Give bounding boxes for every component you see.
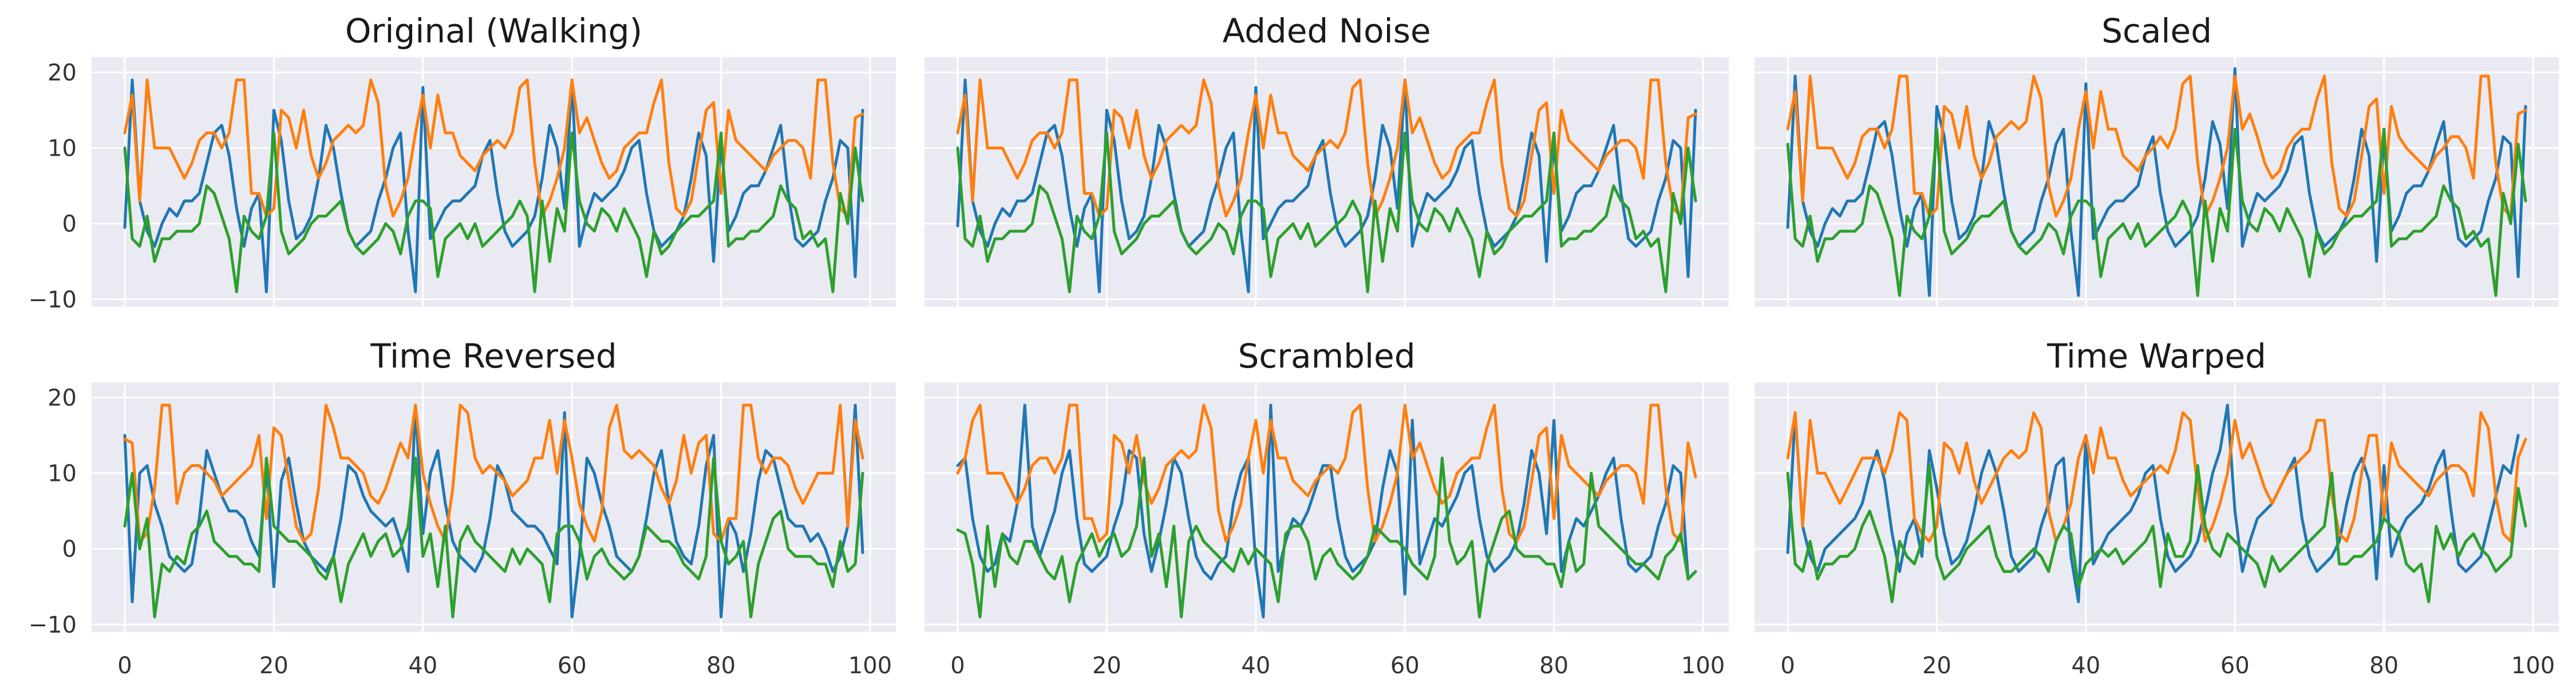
x-tick-label: 80: [1539, 653, 1568, 679]
x-tick-label: 0: [117, 653, 132, 679]
x-tick-label: 100: [2511, 653, 2555, 679]
x-tick-label: 40: [2071, 653, 2100, 679]
panel-title: Time Reversed: [370, 337, 617, 376]
panel-title: Added Noise: [1222, 11, 1431, 50]
panel-title: Original (Walking): [345, 11, 642, 50]
x-tick-label: 0: [950, 653, 965, 679]
panel-scaled: Scaled: [1755, 11, 2559, 307]
x-tick-label: 60: [2221, 653, 2250, 679]
x-tick-label: 80: [2369, 653, 2399, 679]
panel-title: Time Warped: [2046, 337, 2266, 376]
y-tick-label: −10: [29, 612, 77, 638]
y-tick-label: 10: [48, 461, 77, 487]
x-tick-label: 40: [408, 653, 437, 679]
series-line-2: [956, 404, 1697, 543]
panel-added-noise: Added Noise: [924, 11, 1729, 307]
plot-area: [924, 382, 1729, 632]
series-line-2: [1786, 74, 2527, 218]
panel-title: Scrambled: [1238, 337, 1415, 376]
series-line-3: [956, 131, 1697, 294]
y-tick-label: 20: [48, 385, 77, 411]
plot-area: [924, 57, 1729, 307]
series-line-3: [123, 456, 864, 619]
series-line-2: [1786, 411, 2527, 543]
series-line-1: [1786, 404, 2520, 603]
plot-area: [92, 57, 896, 307]
series-line-1: [956, 78, 1697, 294]
panel-scrambled: Scrambled 0 20 40 60 80 100: [924, 337, 1729, 679]
y-tick-label: 20: [48, 60, 77, 86]
series-line-1: [1786, 67, 2527, 297]
series-line-2: [123, 78, 864, 218]
x-tick-label: 60: [1390, 653, 1420, 679]
series-line-1: [123, 78, 864, 294]
series-line-1: [123, 404, 864, 619]
x-tick-label: 20: [1922, 653, 1951, 679]
y-tick-label: 0: [62, 536, 77, 563]
series-line-3: [1786, 464, 2527, 603]
x-tick-label: 60: [558, 653, 587, 679]
x-tick-label: 100: [848, 653, 892, 679]
plot-area: [1755, 57, 2559, 307]
y-tick-label: 0: [62, 211, 77, 238]
x-tick-label: 20: [1092, 653, 1121, 679]
plot-area: [92, 382, 896, 632]
y-tick-label: 10: [48, 136, 77, 162]
series-line-1: [956, 404, 1697, 619]
y-tick-label: −10: [29, 287, 77, 313]
x-tick-label: 40: [1241, 653, 1270, 679]
series-line-2: [123, 404, 864, 543]
series-line-3: [956, 456, 1697, 619]
panel-time-warped: Time Warped 0 20 40 60 80 100: [1755, 337, 2559, 679]
x-tick-label: 100: [1681, 653, 1725, 679]
x-tick-label: 80: [706, 653, 736, 679]
series-line-3: [1786, 128, 2527, 297]
panel-time-reversed: Time Reversed −10 0 10 20 0 20 40 60 80 100: [29, 337, 896, 679]
x-tick-label: 20: [259, 653, 289, 679]
x-tick-label: 0: [1780, 653, 1795, 679]
series-line-3: [123, 131, 864, 294]
panel-title: Scaled: [2101, 11, 2212, 50]
series-line-2: [956, 78, 1697, 218]
plot-area: [1755, 382, 2559, 632]
panel-original-walking: Original (Walking) −10 0 10 20: [29, 11, 896, 313]
